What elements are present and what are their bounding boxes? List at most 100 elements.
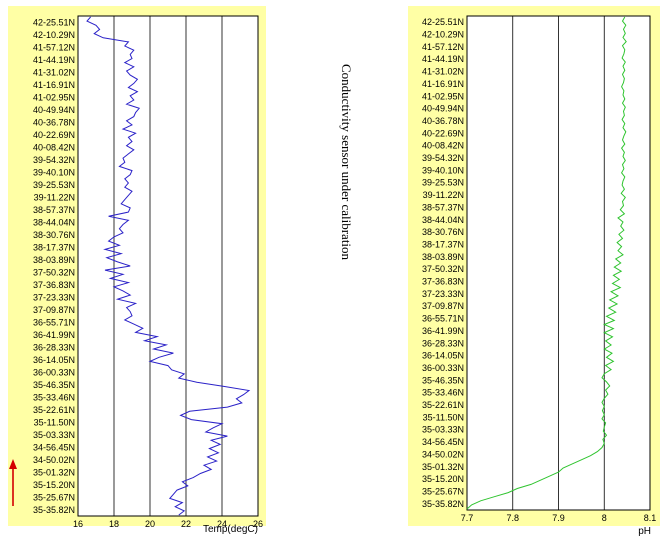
y-tick-label: 38-17.37N [33,242,75,252]
y-tick-label: 35-03.33N [422,425,464,435]
temp-grid [113,16,223,516]
y-tick-label: 40-36.78N [33,117,75,127]
y-tick-label: 38-57.37N [422,202,464,212]
y-tick-label: 39-40.10N [33,167,75,177]
temp-series-line [86,16,251,516]
y-tick-label: 38-44.04N [33,217,75,227]
y-tick-label: 41-44.19N [33,55,75,65]
y-tick-label: 41-44.19N [422,54,464,64]
temp-y-axis: 42-25.51N 42-10.29N 41-57.12N 41-44.19N 41-3… [33,17,75,515]
y-tick-label: 40-08.42N [422,141,464,151]
y-tick-label: 39-25.53N [33,180,75,190]
ph-x-axis-label: pH [638,526,651,537]
y-tick-label: 37-50.32N [33,267,75,277]
ph-y-axis: 42-25.51N 42-10.29N 41-57.12N 41-44.19N 41-3… [422,17,464,509]
y-tick-label: 34-50.02N [422,449,464,459]
y-tick-label: 40-49.94N [33,105,75,115]
y-tick-label: 37-09.87N [33,305,75,315]
y-tick-label: 41-16.91N [422,79,464,89]
y-tick-label: 36-14.05N [422,351,464,361]
y-tick-label: 36-14.05N [33,355,75,365]
y-tick-label: 40-36.78N [422,116,464,126]
y-tick-label: 34-50.02N [33,455,75,465]
y-tick-label: 35-35.82N [33,505,75,515]
y-tick-label: 36-41.99N [422,326,464,336]
y-tick-label: 41-57.12N [422,42,464,52]
y-tick-label: 37-23.33N [422,289,464,299]
y-tick-label: 39-54.32N [422,153,464,163]
y-tick-label: 41-16.91N [33,80,75,90]
y-tick-label: 36-55.71N [422,314,464,324]
y-tick-label: 39-54.32N [33,155,75,165]
y-tick-label: 41-02.95N [422,91,464,101]
y-tick-label: 35-11.50N [423,412,464,422]
y-tick-label: 35-33.46N [33,392,75,402]
x-tick-label: 22 [181,519,191,529]
y-tick-label: 38-30.76N [33,230,75,240]
y-tick-label: 36-28.33N [422,338,464,348]
y-tick-label: 41-57.12N [33,42,75,52]
y-tick-label: 36-00.33N [422,363,464,373]
y-tick-label: 38-17.37N [422,239,464,249]
y-tick-label: 35-35.82N [422,499,464,509]
x-tick-label: 20 [145,519,155,529]
y-tick-label: 37-50.32N [422,264,464,274]
x-tick-label: 8 [602,513,607,523]
y-tick-label: 37-09.87N [422,301,464,311]
x-tick-label: 24 [217,519,227,529]
y-tick-label: 35-01.32N [422,462,464,472]
y-tick-label: 38-30.76N [422,227,464,237]
y-tick-label: 39-40.10N [422,165,464,175]
y-tick-label: 41-31.02N [422,67,464,77]
calibration-note: Conductivity sensor under calibration [339,64,354,261]
y-tick-label: 35-15.20N [33,480,75,490]
y-tick-label: 35-25.67N [33,492,75,502]
y-tick-label: 42-25.51N [422,17,464,27]
y-tick-label: 41-02.95N [33,92,75,102]
y-tick-label: 35-25.67N [422,486,464,496]
x-tick-label: 8.1 [644,513,657,523]
y-tick-label: 42-10.29N [422,30,464,40]
y-tick-label: 37-36.83N [33,280,75,290]
y-tick-label: 37-36.83N [422,277,464,287]
x-tick-label: 16 [73,519,83,529]
y-tick-label: 35-22.61N [33,405,75,415]
y-tick-label: 36-00.33N [33,367,75,377]
y-tick-label: 36-41.99N [33,330,75,340]
y-tick-label: 42-10.29N [33,30,75,40]
y-tick-label: 36-55.71N [33,317,75,327]
y-tick-label: 38-03.89N [422,252,464,262]
y-tick-label: 35-03.33N [33,430,75,440]
x-tick-label: 7.9 [552,513,565,523]
y-tick-label: 34-56.45N [33,442,75,452]
ph-x-axis: 7.7 7.8 7.9 8 8.1 [461,513,657,523]
y-tick-label: 40-22.69N [33,130,75,140]
y-tick-label: 35-46.35N [422,375,464,385]
y-tick-label: 40-49.94N [422,104,464,114]
y-tick-label: 41-31.02N [33,67,75,77]
y-tick-label: 39-11.22N [423,190,464,200]
y-tick-label: 34-56.45N [422,437,464,447]
y-tick-label: 35-33.46N [422,388,464,398]
y-tick-label: 40-22.69N [422,128,464,138]
y-tick-label: 38-03.89N [33,255,75,265]
x-tick-label: 7.7 [461,513,474,523]
y-tick-label: 38-57.37N [33,205,75,215]
y-tick-label: 35-15.20N [422,474,464,484]
x-tick-label: 26 [253,519,263,529]
y-tick-label: 35-11.50N [34,417,75,427]
temp-x-axis-label: Temp(degC) [203,524,258,535]
y-tick-label: 35-01.32N [33,467,75,477]
y-tick-label: 37-23.33N [33,292,75,302]
temp-x-axis: 16 18 20 22 24 26 [73,519,263,529]
y-tick-label: 38-44.04N [422,215,464,225]
y-tick-label: 35-22.61N [422,400,464,410]
y-tick-label: 39-25.53N [422,178,464,188]
ph-series-line [466,16,627,510]
x-tick-label: 18 [109,519,119,529]
red-arrow-head-icon [9,459,17,469]
y-tick-label: 40-08.42N [33,142,75,152]
y-tick-label: 35-46.35N [33,380,75,390]
temp-plot-area [77,15,259,517]
